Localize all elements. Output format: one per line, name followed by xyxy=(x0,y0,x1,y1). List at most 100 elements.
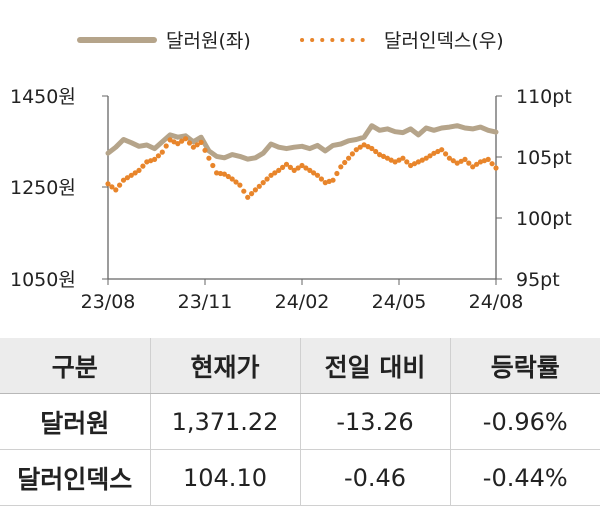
dxy-point xyxy=(334,170,340,177)
rate-cell: -0.96% xyxy=(449,393,600,450)
dxy-point xyxy=(346,155,352,161)
dxy-point xyxy=(167,137,173,143)
dxy-point xyxy=(105,181,111,187)
dxy-point xyxy=(194,142,200,148)
dxy-point xyxy=(342,159,348,166)
dxy-point xyxy=(419,157,425,163)
dxy-point xyxy=(229,176,235,182)
dxy-point xyxy=(474,161,480,167)
dxy-point xyxy=(237,182,243,188)
right-tick-label: 95pt xyxy=(516,269,560,291)
dxy-point xyxy=(214,170,220,176)
dxy-point xyxy=(303,165,309,171)
dxy-point xyxy=(144,159,150,165)
dxy-point xyxy=(322,180,328,186)
rate-cell: -0.44% xyxy=(449,449,600,506)
dxy-point xyxy=(268,172,274,178)
table-header-row: 구분 현재가 전일 대비 등락률 xyxy=(0,338,600,394)
axes xyxy=(107,96,497,280)
dxy-point xyxy=(357,144,363,150)
dxy-point xyxy=(198,139,204,145)
dxy-point xyxy=(462,156,468,162)
dxy-point xyxy=(124,175,130,181)
dxy-point xyxy=(117,182,123,188)
left-y-ticks: 1450원 1250원 1050원 xyxy=(10,86,108,291)
col-header-price: 현재가 xyxy=(149,338,300,394)
quote-table: 구분 현재가 전일 대비 등락률 달러원 1,371.22 -13.26 -0.… xyxy=(0,338,600,506)
right-tick-label: 105pt xyxy=(516,147,572,169)
dxy-point xyxy=(241,188,247,194)
dxy-point xyxy=(431,150,437,156)
dxy-point xyxy=(423,155,429,161)
x-tick-label: 24/05 xyxy=(372,291,427,313)
change-cell: -13.26 xyxy=(299,393,450,450)
dxy-point xyxy=(217,170,224,177)
dxy-point xyxy=(443,151,449,157)
dxy-point xyxy=(311,170,317,176)
dxy-point xyxy=(291,167,297,173)
dxy-point xyxy=(120,177,127,183)
row-label: 달러인덱스 xyxy=(0,449,150,506)
dxy-point xyxy=(264,176,270,182)
row-label: 달러원 xyxy=(0,393,150,450)
dxy-point xyxy=(249,191,255,197)
fx-chart: 달러원(좌) 달러인덱스(우) 1450원 1250원 1050원 110pt … xyxy=(10,30,572,313)
dxy-point xyxy=(400,155,406,161)
dxy-point xyxy=(148,158,154,164)
dxy-point xyxy=(206,155,212,161)
price-cell: 104.10 xyxy=(149,449,300,506)
dxy-point xyxy=(109,184,115,190)
dxy-point xyxy=(287,164,293,170)
dxy-point xyxy=(361,142,367,148)
dxy-point xyxy=(439,147,445,153)
dxy-point xyxy=(404,159,410,165)
dxy-point xyxy=(466,160,472,166)
dxy-point xyxy=(330,177,336,183)
legend: 달러원(좌) 달러인덱스(우) xyxy=(77,30,504,52)
dxy-point xyxy=(470,164,476,170)
dxy-point xyxy=(338,164,344,170)
col-header-rate: 등락률 xyxy=(449,338,600,394)
change-cell: -0.46 xyxy=(299,449,450,506)
dxy-point xyxy=(276,167,282,173)
legend-label-usdkrw: 달러원(좌) xyxy=(166,30,251,52)
dxy-point xyxy=(314,172,321,178)
dxy-point xyxy=(489,161,495,167)
table-row: 달러인덱스 104.10 -0.46 -0.44% xyxy=(0,449,600,506)
dxy-point xyxy=(163,143,169,149)
dxy-point xyxy=(307,167,313,173)
dxy-point xyxy=(392,159,398,165)
table-row: 달러원 1,371.22 -13.26 -0.96% xyxy=(0,393,600,450)
dxy-point xyxy=(408,162,414,169)
x-tick-label: 23/11 xyxy=(178,291,233,313)
dxy-point xyxy=(183,136,189,142)
dxy-point xyxy=(380,153,387,159)
dxy-point xyxy=(221,171,227,177)
dxy-point xyxy=(113,187,119,193)
x-tick-label: 24/08 xyxy=(469,291,524,313)
dxy-point xyxy=(128,172,134,178)
dxy-point xyxy=(435,148,441,155)
col-header-category: 구분 xyxy=(0,338,150,394)
dxy-point xyxy=(140,163,146,169)
plot-area xyxy=(105,123,499,200)
dxy-point xyxy=(280,164,286,170)
dxy-point xyxy=(369,145,375,152)
dxy-point xyxy=(190,144,196,150)
right-tick-label: 100pt xyxy=(516,208,572,230)
dxy-series xyxy=(105,136,499,200)
dxy-point xyxy=(233,179,239,185)
dxy-point xyxy=(349,151,355,157)
dxy-point xyxy=(179,138,185,144)
dxy-point xyxy=(388,157,394,163)
dxy-point xyxy=(318,176,324,182)
dxy-point xyxy=(493,165,499,171)
dxy-point xyxy=(485,156,491,162)
right-tick-label: 110pt xyxy=(516,86,572,108)
dxy-point xyxy=(427,153,433,159)
left-tick-label: 1050원 xyxy=(10,269,76,291)
dxy-point xyxy=(411,161,418,167)
dxy-point xyxy=(446,155,452,161)
dxy-point xyxy=(256,183,262,189)
dxy-point xyxy=(450,158,456,164)
